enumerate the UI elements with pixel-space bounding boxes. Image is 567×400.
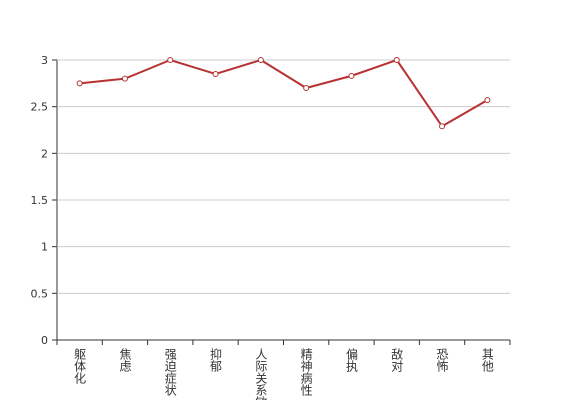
point	[121, 75, 128, 82]
x-tick-label: 敌对	[390, 347, 404, 372]
y-tick-label: 1	[41, 241, 48, 254]
point	[348, 72, 355, 79]
x-tick-label: 焦虑	[118, 348, 132, 372]
x-tick-label: 偏执	[344, 347, 358, 373]
point	[167, 57, 174, 63]
y-tick-label: 1.5	[31, 194, 49, 207]
line	[79, 58, 488, 128]
x-tick-label: 强迫症状	[163, 348, 177, 396]
x-tick-label: 躯体化	[73, 347, 87, 385]
y-tick-label: 0.5	[31, 287, 49, 300]
y-tick-label: 0	[41, 334, 48, 347]
point	[212, 71, 219, 77]
point	[76, 80, 83, 87]
y-tick-label: 2	[41, 147, 48, 160]
point	[257, 57, 264, 63]
x-tick-label: 精神病性	[299, 348, 313, 397]
point	[439, 123, 446, 130]
point	[484, 97, 491, 104]
y-tick-label: 3	[41, 54, 48, 67]
x-tick-label: 人际关系敏感	[254, 348, 268, 400]
point	[393, 57, 400, 63]
point	[303, 85, 310, 91]
x-tick-label: 抑郁	[209, 347, 223, 373]
x-tick-label: 恐怖	[435, 348, 449, 372]
x-tick-label: 其他	[480, 348, 494, 372]
y-tick-label: 2.5	[31, 101, 49, 114]
